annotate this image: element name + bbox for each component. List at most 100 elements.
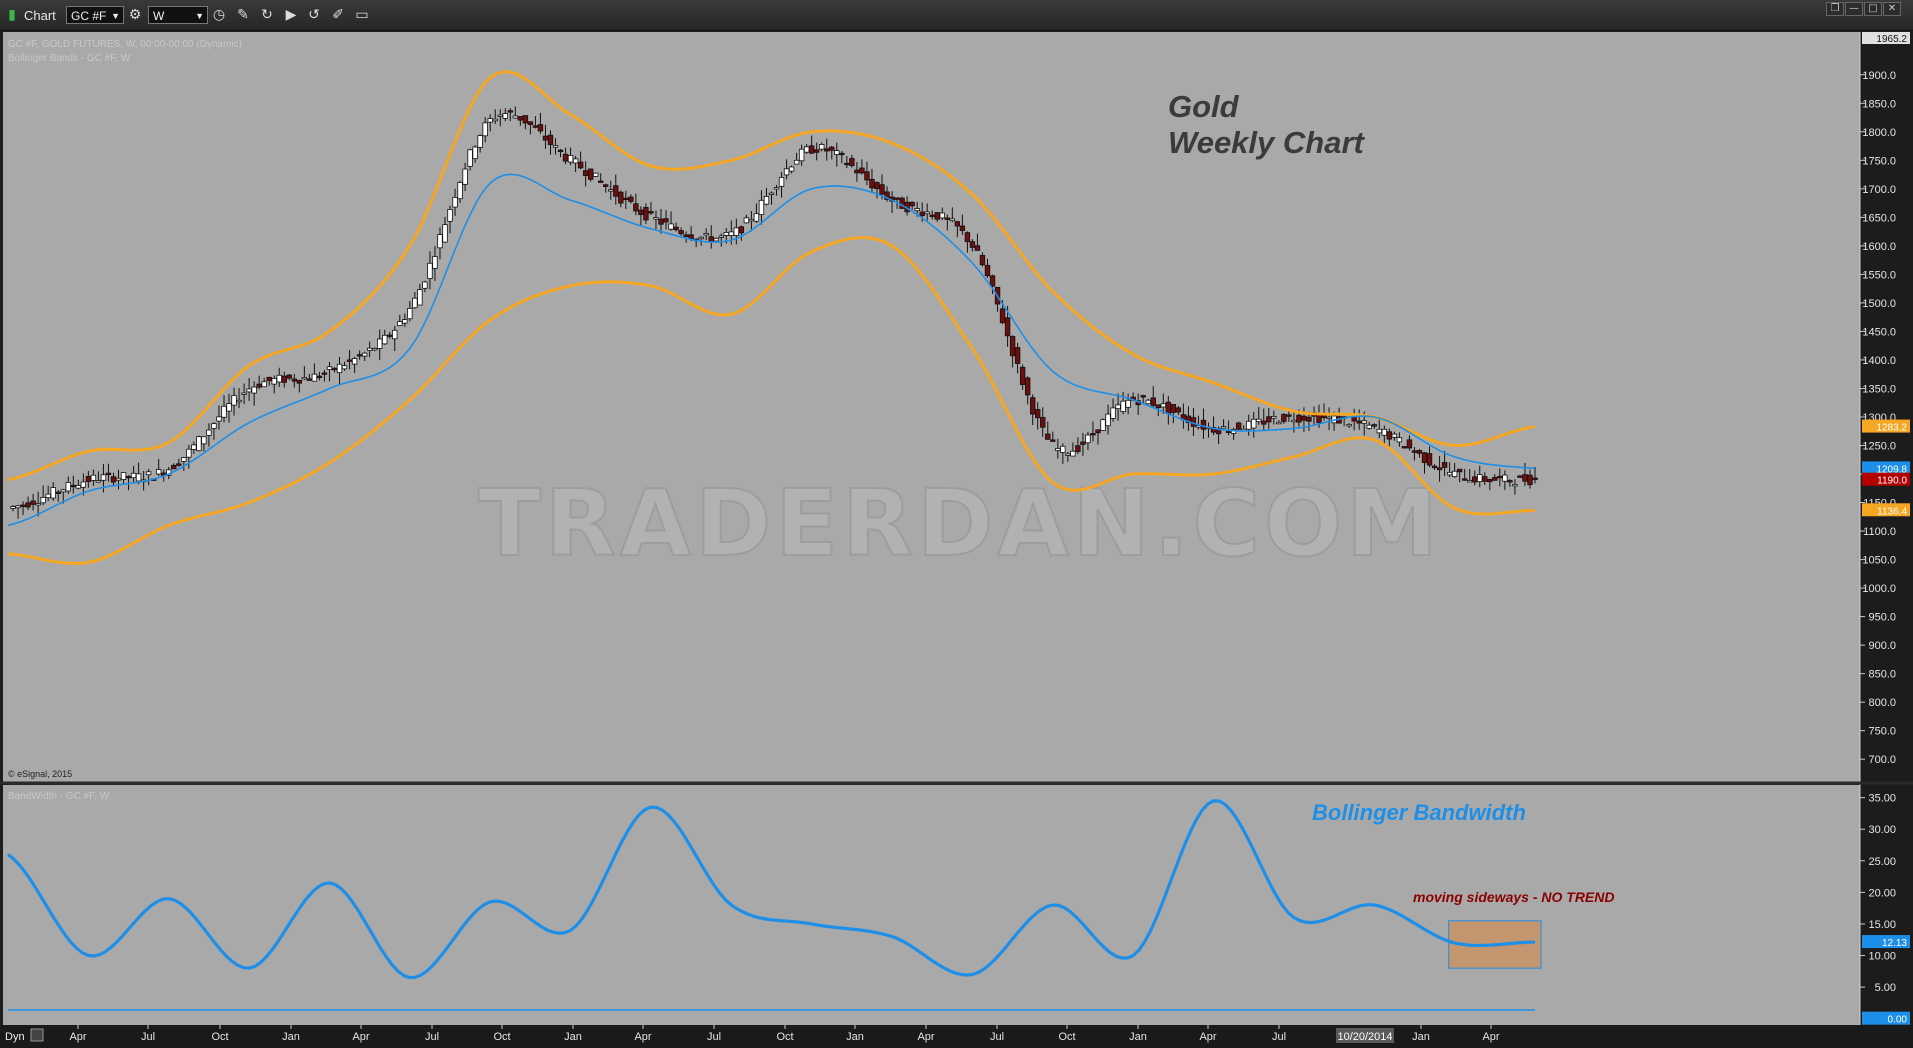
candle bbox=[1456, 468, 1463, 473]
bandwidth-tick-label: 10.00 bbox=[1868, 951, 1896, 963]
candle bbox=[1150, 397, 1156, 406]
candle bbox=[291, 378, 298, 382]
candle bbox=[1431, 465, 1438, 469]
candle bbox=[442, 224, 448, 243]
candle bbox=[1507, 480, 1513, 483]
candle bbox=[683, 234, 689, 237]
candle bbox=[1075, 445, 1081, 452]
candle bbox=[341, 365, 348, 370]
price-marker-bg bbox=[1862, 472, 1910, 486]
candle bbox=[1100, 419, 1106, 431]
candle bbox=[999, 308, 1006, 324]
interval-select[interactable]: W ▼ bbox=[148, 6, 208, 24]
dyn-label: Dyn bbox=[5, 1031, 25, 1043]
candle bbox=[909, 201, 915, 207]
price-tick-label: 800.0 bbox=[1868, 697, 1896, 709]
candle bbox=[954, 221, 961, 227]
candle bbox=[1436, 467, 1443, 471]
symbol-select[interactable]: GC #F ▼ bbox=[66, 6, 124, 24]
minimize-button[interactable]: — bbox=[1845, 2, 1863, 16]
candle bbox=[1014, 347, 1021, 364]
candle bbox=[1376, 428, 1382, 434]
candle bbox=[844, 162, 850, 166]
replay-icon[interactable]: ↺ bbox=[308, 7, 320, 23]
window-title: Chart bbox=[24, 8, 56, 23]
candle bbox=[763, 196, 770, 205]
clock-icon[interactable]: ◷ bbox=[212, 7, 226, 23]
price-tick-label: 1400.0 bbox=[1862, 355, 1896, 367]
pencil-icon[interactable]: ✎ bbox=[237, 7, 249, 23]
candle bbox=[1522, 474, 1528, 482]
candle bbox=[1170, 404, 1177, 413]
refresh-icon[interactable]: ↻ bbox=[261, 7, 273, 23]
candle bbox=[1316, 414, 1322, 424]
candle bbox=[1296, 414, 1302, 423]
candle bbox=[1266, 416, 1272, 423]
candle bbox=[633, 203, 639, 212]
candle bbox=[1532, 477, 1538, 481]
candle bbox=[221, 405, 227, 418]
candle bbox=[1502, 474, 1508, 482]
bandwidth-marker-bg bbox=[1862, 935, 1910, 949]
candle bbox=[246, 388, 252, 393]
candle bbox=[984, 264, 991, 277]
candle bbox=[95, 480, 102, 483]
candle bbox=[1356, 420, 1362, 424]
candle bbox=[80, 481, 87, 488]
time-tick-label: Jul bbox=[425, 1031, 439, 1043]
play-icon[interactable]: ▶ bbox=[285, 7, 297, 23]
candle bbox=[1512, 484, 1518, 487]
y-axis-bg bbox=[1860, 32, 1913, 1025]
time-tick-label: Jul bbox=[707, 1031, 721, 1043]
candle bbox=[206, 429, 212, 436]
price-tick-label: 1250.0 bbox=[1862, 440, 1896, 452]
candle bbox=[392, 329, 398, 340]
candle bbox=[1441, 462, 1448, 468]
candle bbox=[1446, 471, 1453, 476]
top-price-marker-bg bbox=[1862, 32, 1910, 44]
candle bbox=[718, 235, 724, 238]
restore-button[interactable]: ❐ bbox=[1826, 2, 1844, 16]
time-tick-label: Apr bbox=[1199, 1031, 1216, 1043]
candle bbox=[266, 376, 272, 382]
price-tick-label: 1600.0 bbox=[1862, 241, 1896, 253]
candle bbox=[1291, 419, 1297, 423]
candle bbox=[1235, 422, 1242, 430]
candle bbox=[1125, 399, 1131, 408]
window-icon[interactable]: ▭ bbox=[355, 7, 369, 23]
price-marker-label: 1283.2 bbox=[1876, 423, 1907, 434]
candle bbox=[1040, 417, 1046, 428]
candle bbox=[849, 158, 855, 167]
candle bbox=[35, 503, 41, 506]
dyn-toggle-button[interactable] bbox=[30, 1028, 44, 1042]
price-tick-label: 1500.0 bbox=[1862, 298, 1896, 310]
candle bbox=[603, 184, 609, 187]
close-button[interactable]: ✕ bbox=[1883, 2, 1901, 16]
chart-headline-line2: Weekly Chart bbox=[1168, 125, 1366, 160]
candle bbox=[1095, 429, 1101, 434]
settings-gear-icon[interactable]: ⚙ bbox=[128, 7, 142, 23]
candle bbox=[110, 476, 117, 483]
candle bbox=[964, 232, 971, 243]
maximize-button[interactable]: □ bbox=[1864, 2, 1882, 16]
candle bbox=[30, 500, 36, 505]
candle bbox=[1492, 476, 1498, 481]
bollinger-study-label: Bollinger Bands - GC #F, W bbox=[8, 53, 131, 64]
candle bbox=[1155, 404, 1161, 409]
candle bbox=[618, 191, 624, 204]
candle bbox=[527, 121, 534, 125]
candle bbox=[1527, 474, 1533, 486]
candle bbox=[196, 436, 202, 452]
candle bbox=[743, 217, 750, 224]
price-tick-label: 1900.0 bbox=[1862, 70, 1896, 82]
tag-icon[interactable]: ✐ bbox=[332, 7, 344, 23]
candle bbox=[793, 159, 800, 165]
candle bbox=[924, 211, 930, 215]
candle bbox=[467, 149, 473, 167]
candle bbox=[256, 383, 262, 388]
candle bbox=[251, 386, 257, 394]
candle bbox=[437, 234, 443, 249]
candle bbox=[1050, 439, 1056, 442]
chart-canvas[interactable]: TRADERDAN.COM GC #F, GOLD FUTURES, W, 00… bbox=[0, 30, 1913, 1048]
candle bbox=[191, 444, 197, 450]
